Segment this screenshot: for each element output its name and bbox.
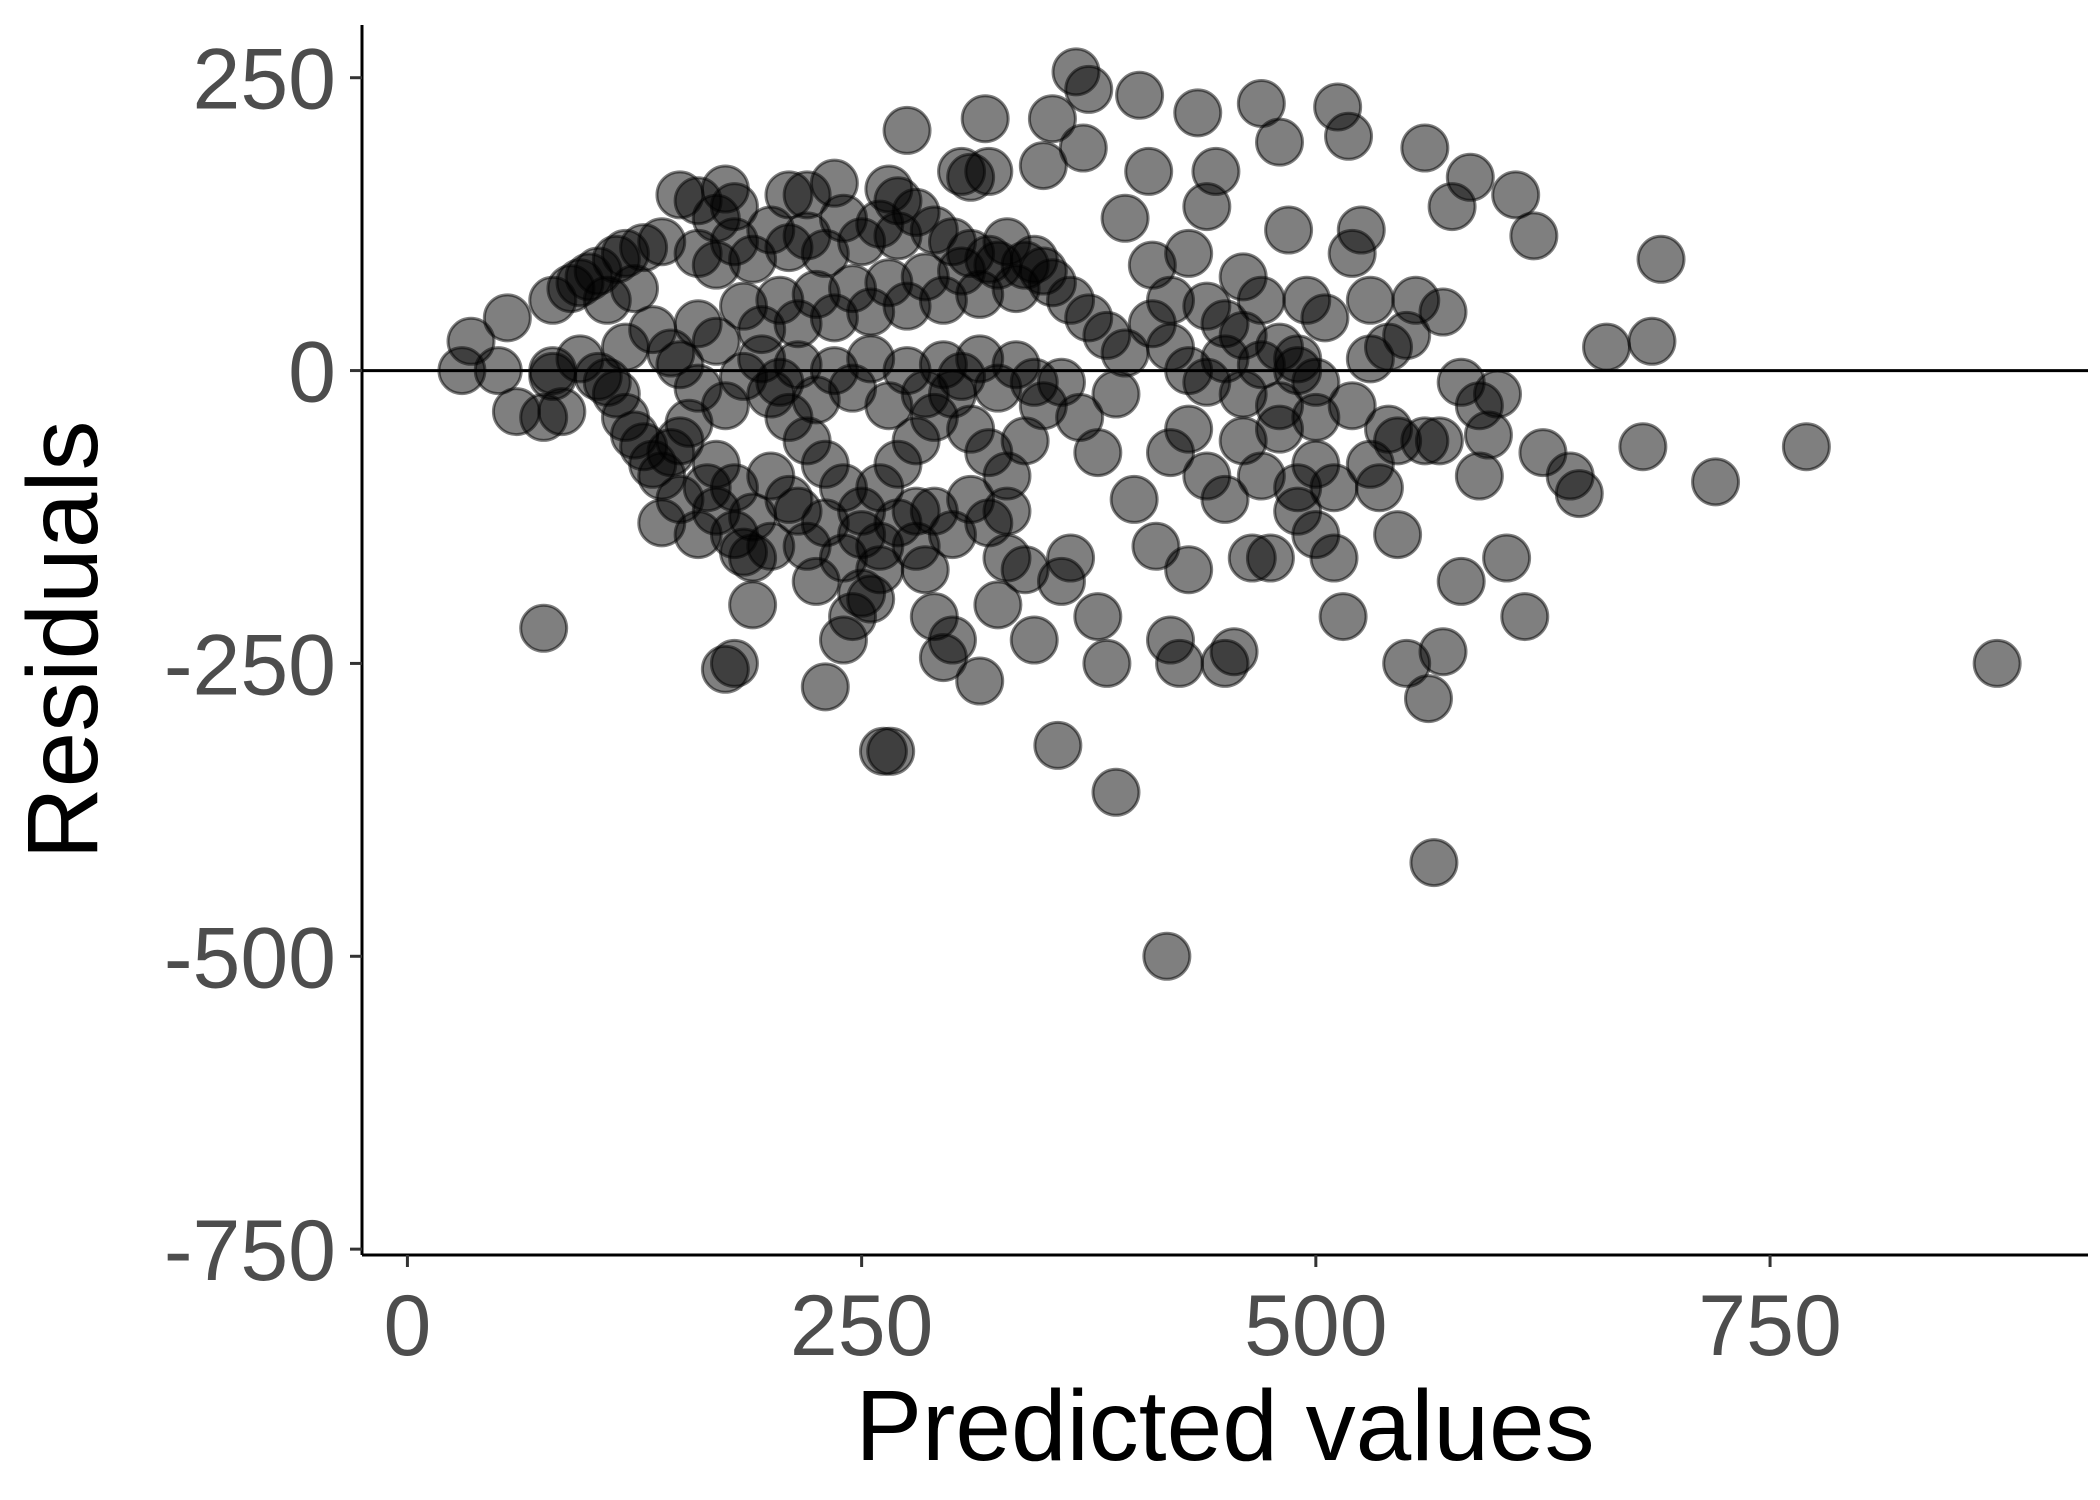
data-point-108: [1300, 293, 1350, 343]
data-point-249: [1200, 474, 1250, 524]
data-point-5: [519, 603, 569, 653]
x-tick-label: 250: [790, 1278, 934, 1374]
x-tick-label: 500: [1244, 1278, 1388, 1374]
y-tick-label: -250: [164, 617, 336, 713]
data-point-98: [1209, 627, 1259, 677]
data-point-122: [1403, 674, 1453, 724]
data-point-111: [1318, 592, 1368, 642]
x-axis-title: Predicted values: [855, 1370, 1594, 1482]
data-point-141: [1627, 316, 1677, 366]
data-point-258: [1164, 228, 1214, 278]
data-point-125: [1418, 627, 1468, 677]
data-points: [437, 47, 2022, 981]
data-point-59: [882, 105, 932, 155]
data-point-103: [1255, 117, 1305, 167]
data-point-67: [955, 656, 1005, 706]
data-point-138: [1554, 469, 1604, 519]
data-point-64: [927, 615, 977, 665]
data-point-254: [1291, 510, 1341, 560]
data-point-93: [1164, 545, 1214, 595]
data-point-68: [960, 94, 1010, 144]
data-point-86: [1109, 474, 1159, 524]
data-point-129: [1454, 451, 1504, 501]
data-point-104: [1264, 205, 1314, 255]
data-point-278: [673, 510, 723, 560]
data-point-273: [1454, 381, 1504, 431]
data-point-128: [1445, 152, 1495, 202]
x-tick-label: 750: [1698, 1278, 1842, 1374]
data-point-90: [1142, 931, 1192, 981]
data-point-75: [1027, 94, 1077, 144]
data-point-271: [1418, 287, 1468, 337]
data-point-143: [1691, 457, 1741, 507]
x-axis-ticks: 0 250 500 750: [383, 1255, 1842, 1374]
data-point-194: [1073, 428, 1123, 478]
data-point-118: [1373, 510, 1423, 560]
data-point-116: [1354, 463, 1404, 513]
data-point-262: [1236, 275, 1286, 325]
data-point-70: [973, 580, 1023, 630]
data-point-142: [1636, 234, 1686, 284]
data-point-88: [1124, 146, 1174, 196]
data-point-102: [1245, 533, 1295, 583]
data-point-73: [1009, 615, 1059, 665]
data-point-135: [1509, 211, 1559, 261]
data-point-139: [1582, 322, 1632, 372]
y-axis-title: Residuals: [7, 420, 119, 859]
data-point-121: [1400, 123, 1450, 173]
data-point-48: [800, 662, 850, 712]
data-point-247: [1164, 404, 1214, 454]
data-point-266: [1327, 381, 1377, 431]
data-point-84: [1091, 767, 1141, 817]
data-point-69: [964, 146, 1014, 196]
data-point-215: [1009, 357, 1059, 407]
data-point-275: [1373, 416, 1423, 466]
data-point-252: [1255, 404, 1305, 454]
data-point-96: [1191, 146, 1241, 196]
data-point-283: [764, 474, 814, 524]
data-point-17: [610, 264, 660, 314]
data-point-112: [1324, 111, 1374, 161]
data-point-81: [1064, 64, 1114, 114]
data-point-41: [709, 638, 759, 688]
data-point-78: [1046, 533, 1096, 583]
y-tick-label: -500: [164, 910, 336, 1006]
data-point-145: [1972, 638, 2022, 688]
data-point-123: [1409, 838, 1459, 888]
data-point-235: [1018, 246, 1068, 296]
data-point-82: [1073, 592, 1123, 642]
data-point-127: [1436, 556, 1486, 606]
y-tick-label: 250: [193, 32, 337, 128]
data-point-132: [1482, 533, 1532, 583]
data-point-295: [982, 486, 1032, 536]
data-point-134: [1500, 592, 1550, 642]
data-point-80: [1058, 123, 1108, 173]
data-point-195: [1091, 369, 1141, 419]
data-point-251: [1236, 451, 1286, 501]
data-point-83: [1082, 638, 1132, 688]
data-point-140: [1618, 422, 1668, 472]
data-point-92: [1155, 638, 1205, 688]
data-point-114: [1336, 205, 1386, 255]
data-point-87: [1115, 70, 1165, 120]
data-point-76: [1033, 720, 1083, 770]
y-tick-label: 0: [288, 325, 336, 421]
x-tick-label: 0: [383, 1278, 431, 1374]
data-point-255: [1309, 463, 1359, 513]
data-point-133: [1491, 170, 1541, 220]
y-axis-ticks: 250 0 -250 -500 -750: [164, 32, 362, 1299]
data-point-56: [866, 726, 916, 776]
y-tick-label: -750: [164, 1203, 336, 1299]
data-point-85: [1100, 193, 1150, 243]
data-point-153: [691, 316, 741, 366]
data-point-42: [728, 580, 778, 630]
data-point-3: [482, 293, 532, 343]
data-point-94: [1173, 88, 1223, 138]
data-point-274: [1345, 275, 1395, 325]
data-point-144: [1781, 422, 1831, 472]
data-point-269: [1382, 310, 1432, 360]
